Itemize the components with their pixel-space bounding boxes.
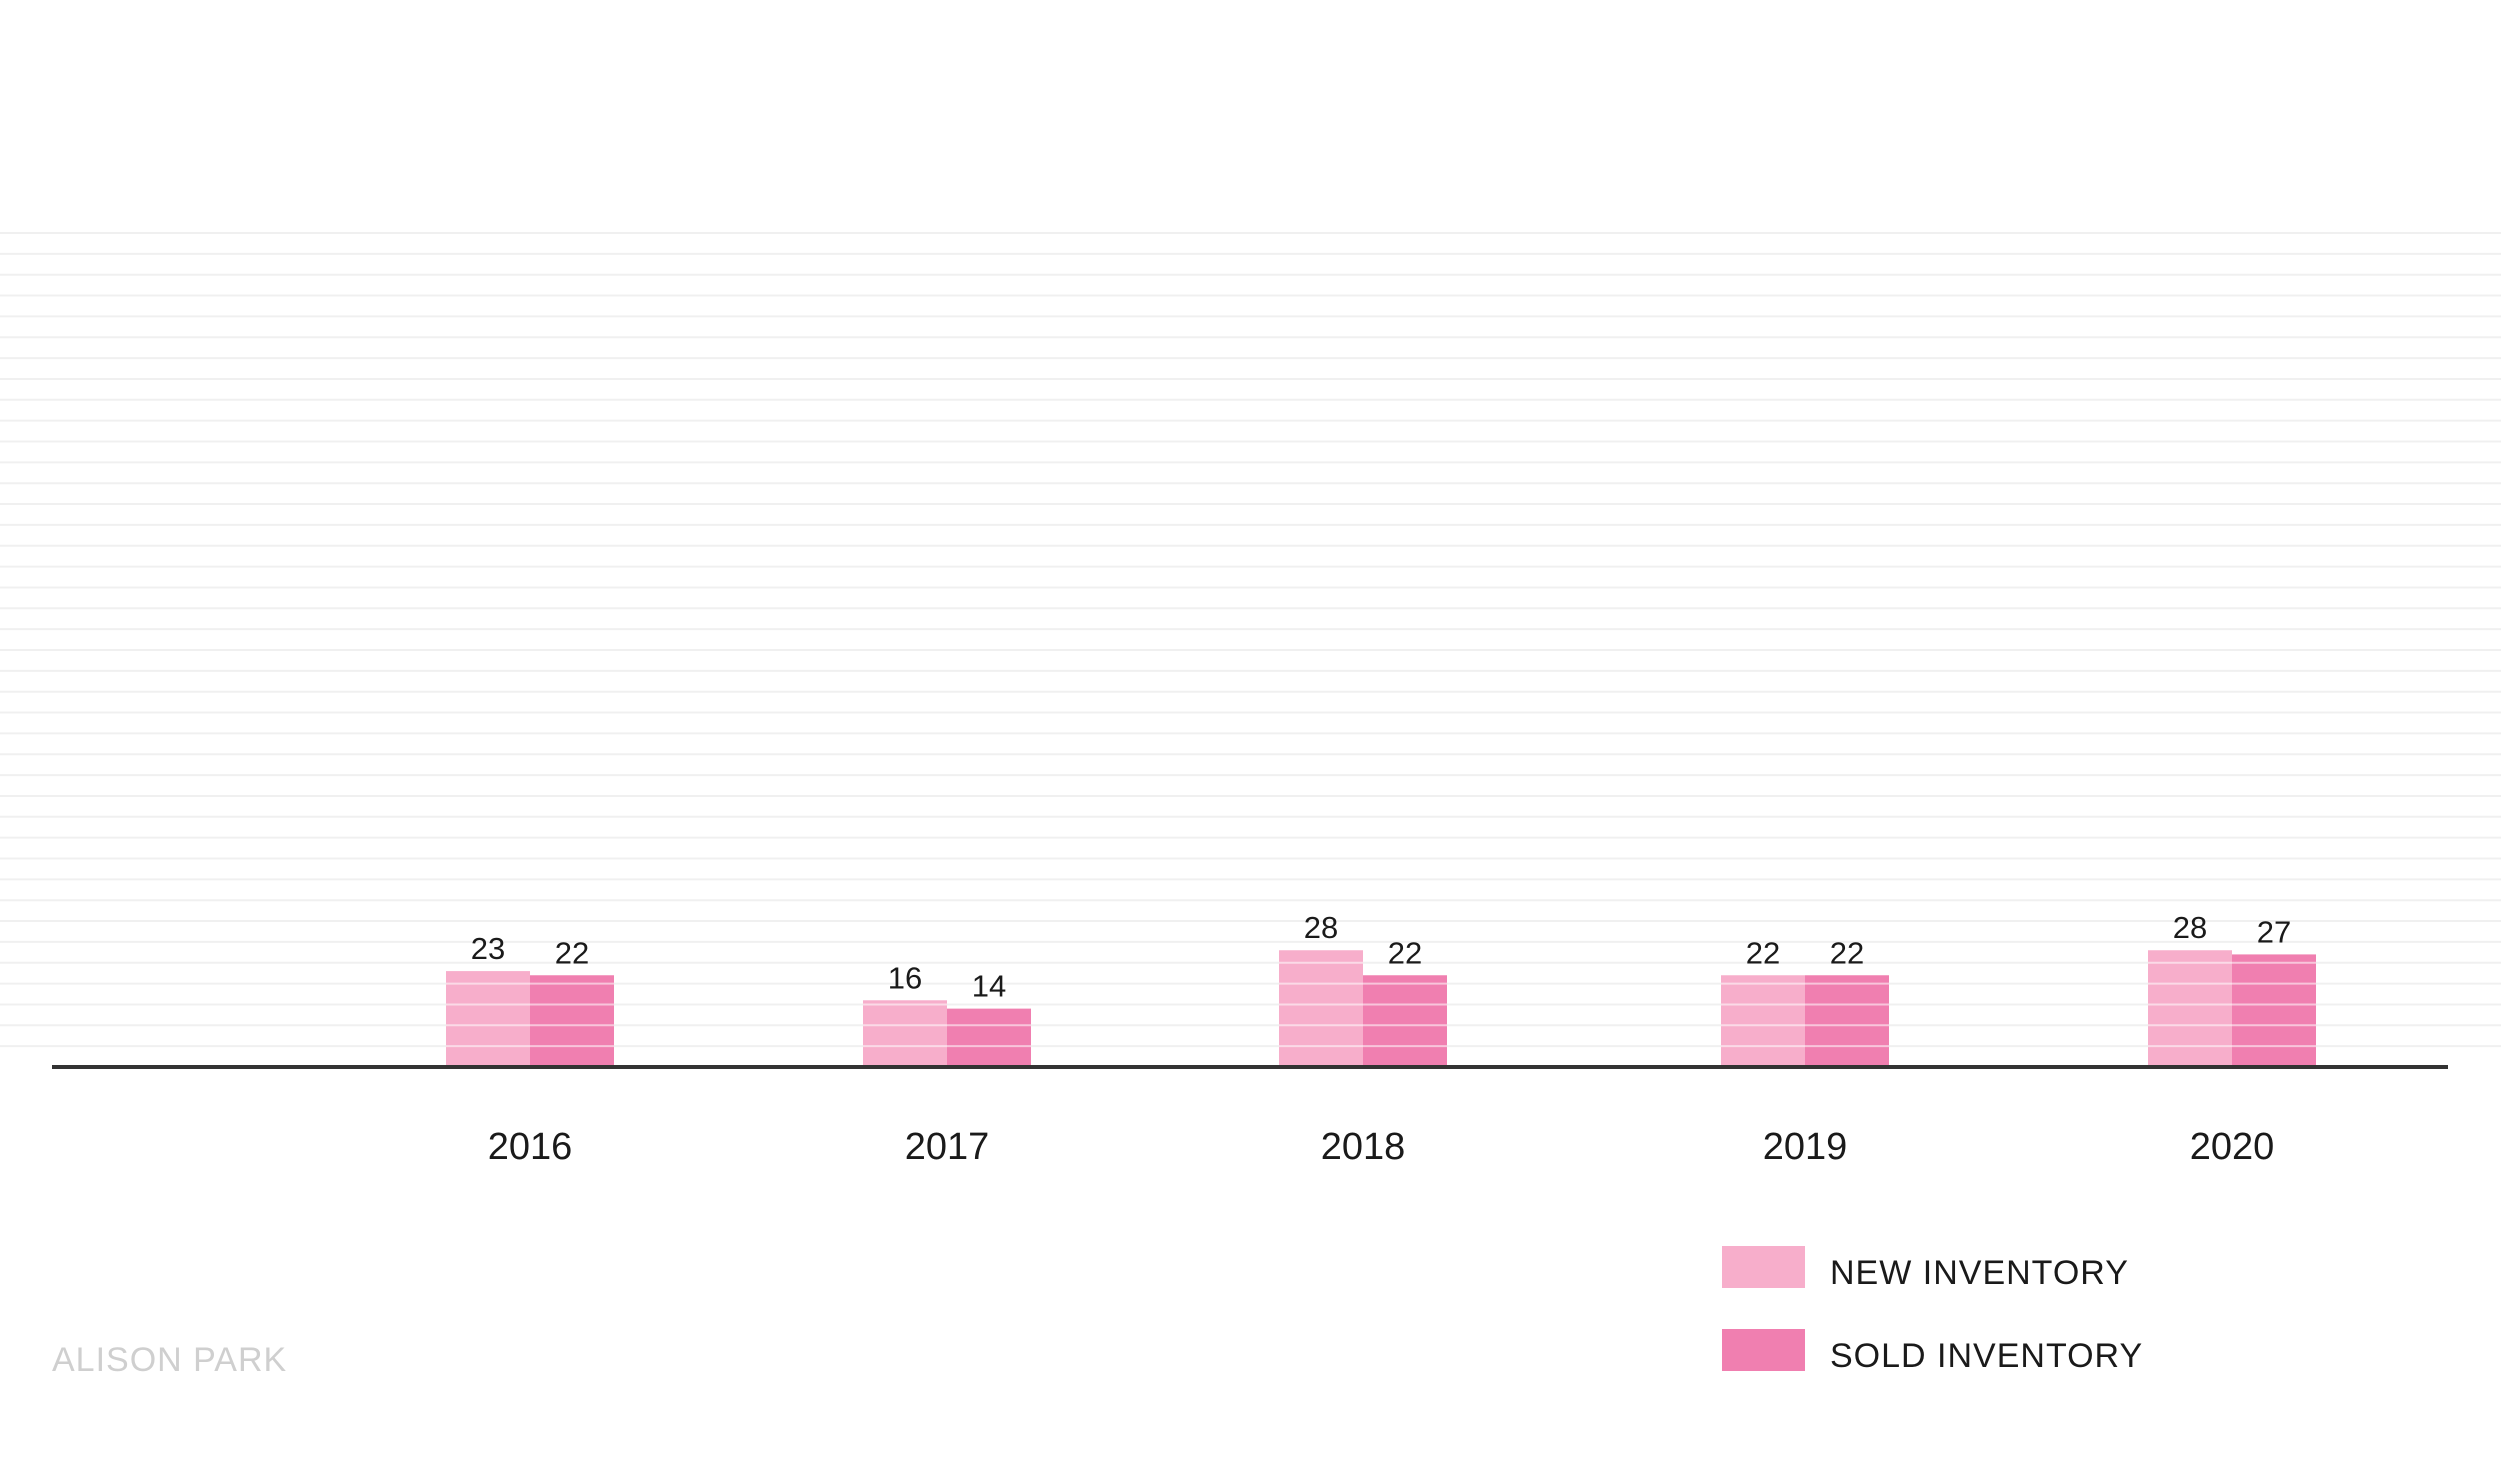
x-tick-label-2018: 2018	[1321, 1126, 1406, 1168]
bar-sold-inventory-2018	[1363, 975, 1447, 1067]
x-tick-label-2017: 2017	[905, 1126, 990, 1168]
data-labels-group: 23 22 16 14 28 22 22 22 28 27	[471, 910, 2291, 1003]
x-tick-labels-group: 2016 2017 2018 2019 2020	[488, 1126, 2275, 1168]
legend: NEW INVENTORY SOLD INVENTORY	[1722, 1246, 2143, 1375]
data-label-new-2017: 16	[888, 960, 922, 995]
bar-new-inventory-2018	[1279, 950, 1363, 1067]
bar-sold-inventory-2020	[2232, 954, 2316, 1067]
x-tick-label-2016: 2016	[488, 1126, 573, 1168]
data-label-sold-2017: 14	[972, 969, 1006, 1004]
data-label-sold-2016: 22	[555, 935, 589, 970]
bar-new-inventory-2020	[2148, 950, 2232, 1067]
x-tick-label-2020: 2020	[2190, 1126, 2275, 1168]
x-tick-label-2019: 2019	[1763, 1126, 1848, 1168]
bar-sold-inventory-2019	[1805, 975, 1889, 1067]
data-label-sold-2019: 22	[1830, 935, 1864, 970]
data-label-sold-2018: 22	[1388, 935, 1422, 970]
bars-group	[446, 950, 2316, 1067]
bar-sold-inventory-2017	[947, 1008, 1031, 1067]
legend-swatch-new-inventory	[1722, 1246, 1805, 1288]
bar-new-inventory-2019	[1721, 975, 1805, 1067]
bar-new-inventory-2017	[863, 1000, 947, 1067]
data-label-new-2018: 28	[1304, 910, 1338, 945]
bar-new-inventory-2016	[446, 971, 530, 1067]
watermark-text: ALISON PARK	[52, 1341, 287, 1379]
data-label-sold-2020: 27	[2257, 914, 2291, 949]
data-label-new-2020: 28	[2173, 910, 2207, 945]
data-label-new-2016: 23	[471, 931, 505, 966]
gridlines	[0, 232, 2501, 1048]
legend-label-new-inventory: NEW INVENTORY	[1830, 1254, 2129, 1292]
legend-label-sold-inventory: SOLD INVENTORY	[1830, 1337, 2143, 1375]
data-label-new-2019: 22	[1746, 935, 1780, 970]
bar-sold-inventory-2016	[530, 975, 614, 1067]
legend-swatch-sold-inventory	[1722, 1329, 1805, 1371]
